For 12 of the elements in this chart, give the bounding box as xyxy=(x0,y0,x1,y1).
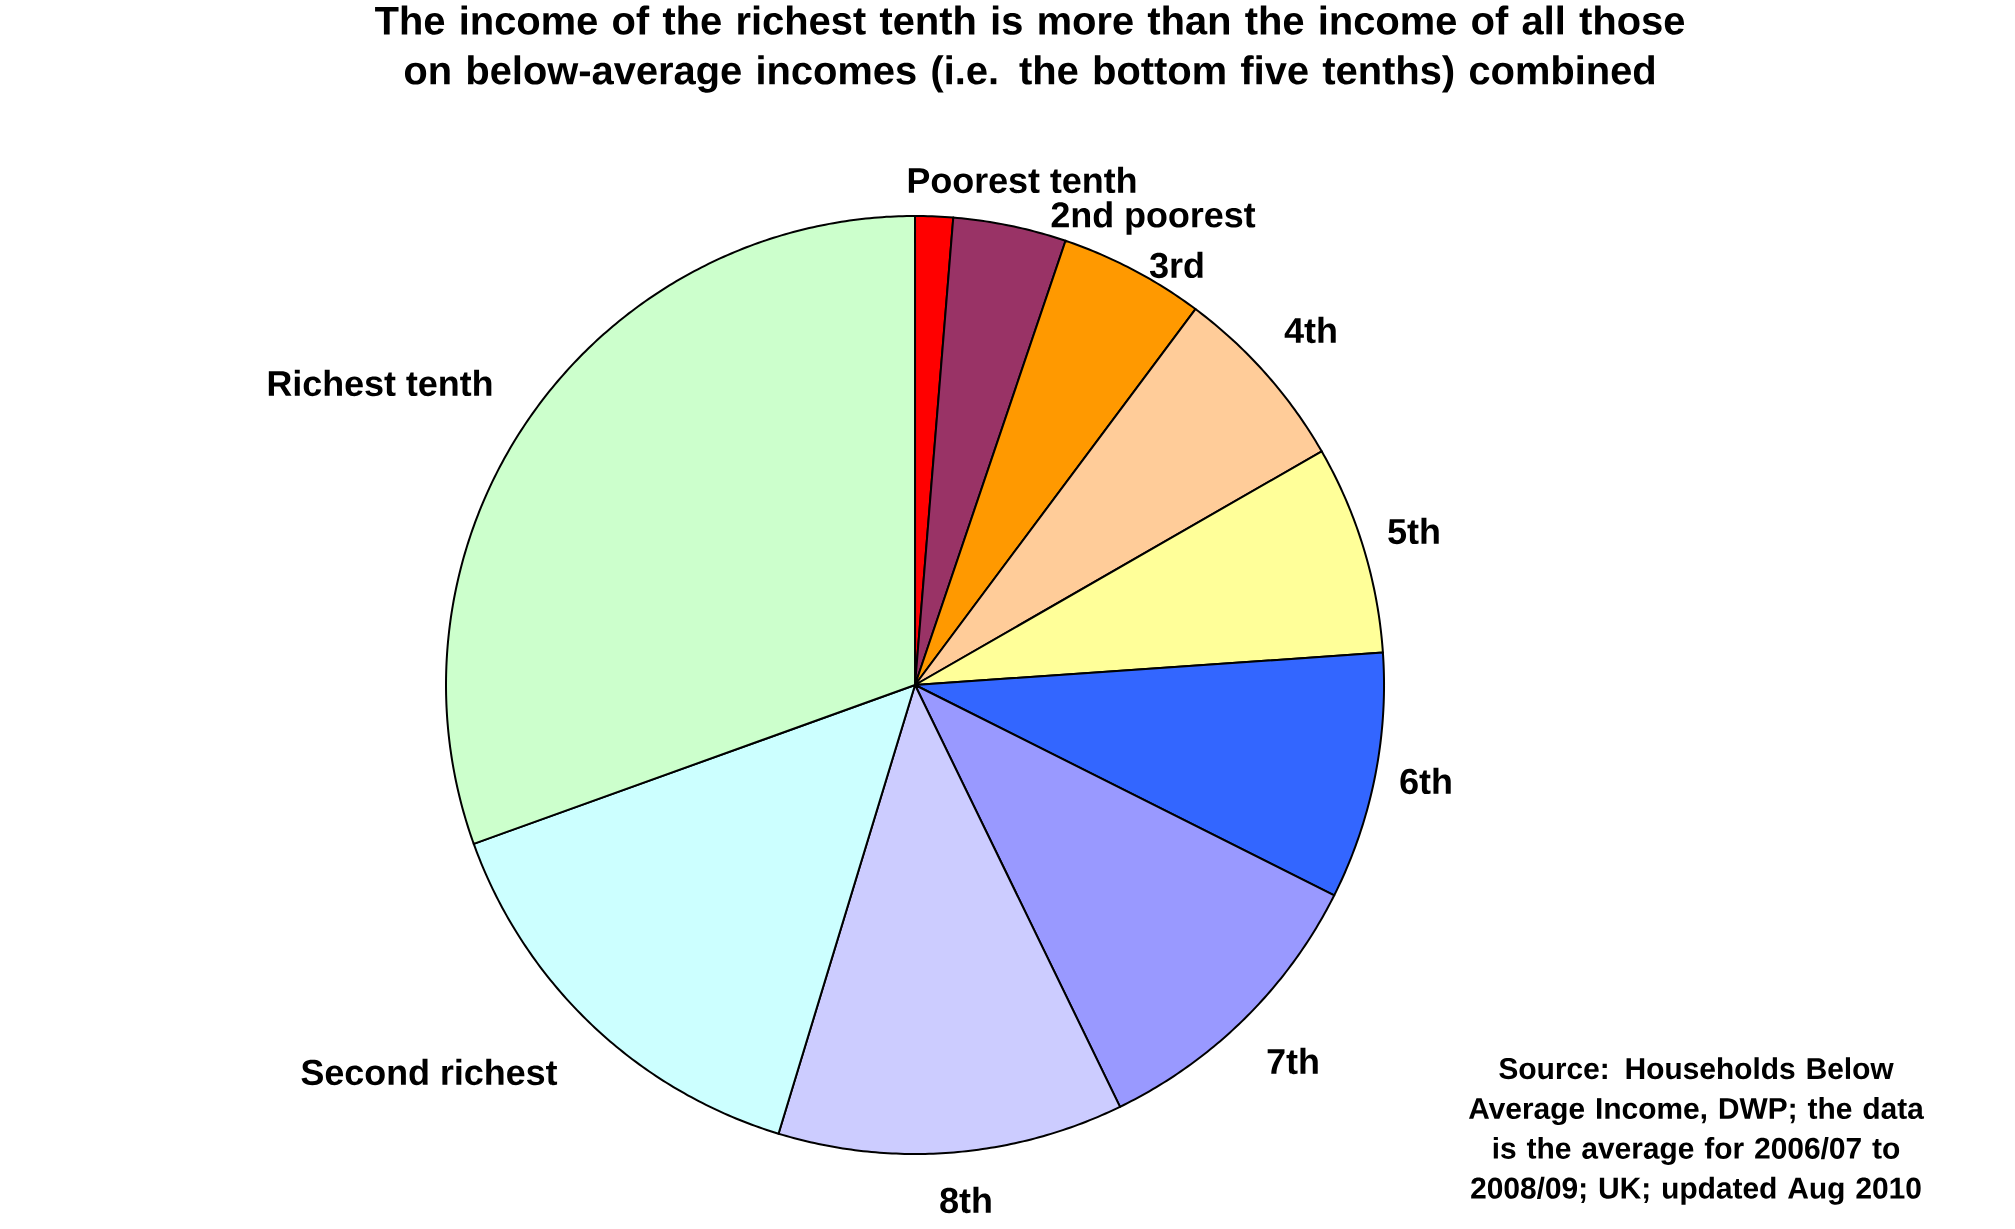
slice-label: 2nd poorest xyxy=(1051,201,1256,235)
chart-title: The income of the richest tenth is more than the income of all those on below-average incomes (i.e. the bottom five tenths) combined xyxy=(375,5,1685,93)
slice-label: Poorest tenth xyxy=(908,166,1136,194)
slice-label: 6th xyxy=(1400,767,1451,795)
source-note: Source: Households Below Average Income, DWP; the data is the average for 2006/07 to 2008/09; UK; updated Aug 2010 xyxy=(1468,1057,1924,1205)
slice-label: 3rd xyxy=(1149,251,1203,279)
slice-label: Second richest xyxy=(301,1058,558,1086)
slice-label: Richest tenth xyxy=(268,369,492,397)
slice-label: 7th xyxy=(1267,1047,1318,1075)
slice-label: 4th xyxy=(1284,316,1336,344)
slice-label: 5th xyxy=(1388,517,1439,545)
slice-label: 8th xyxy=(940,1186,991,1214)
